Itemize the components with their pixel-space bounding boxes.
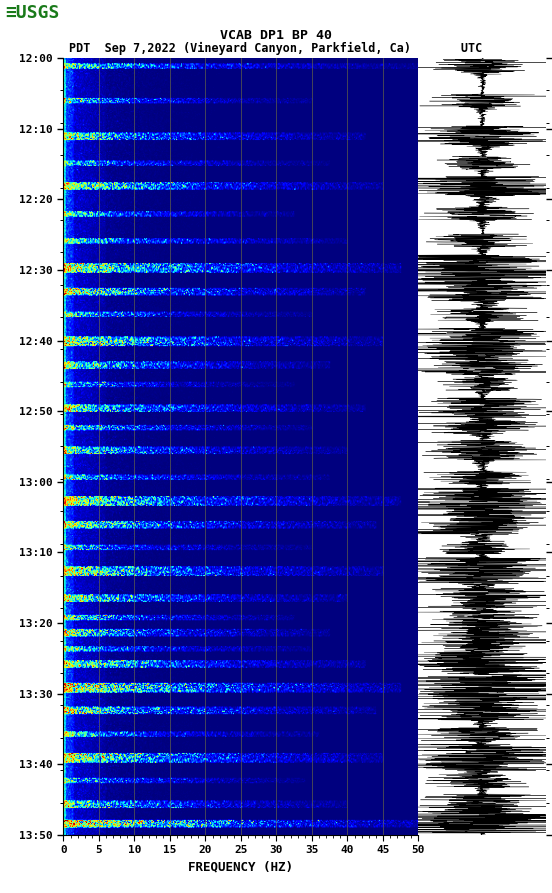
- Text: ≡USGS: ≡USGS: [6, 4, 60, 22]
- X-axis label: FREQUENCY (HZ): FREQUENCY (HZ): [188, 861, 294, 874]
- Text: PDT  Sep 7,2022 (Vineyard Canyon, Parkfield, Ca)       UTC: PDT Sep 7,2022 (Vineyard Canyon, Parkfie…: [70, 42, 482, 55]
- Text: VCAB DP1 BP 40: VCAB DP1 BP 40: [220, 29, 332, 42]
